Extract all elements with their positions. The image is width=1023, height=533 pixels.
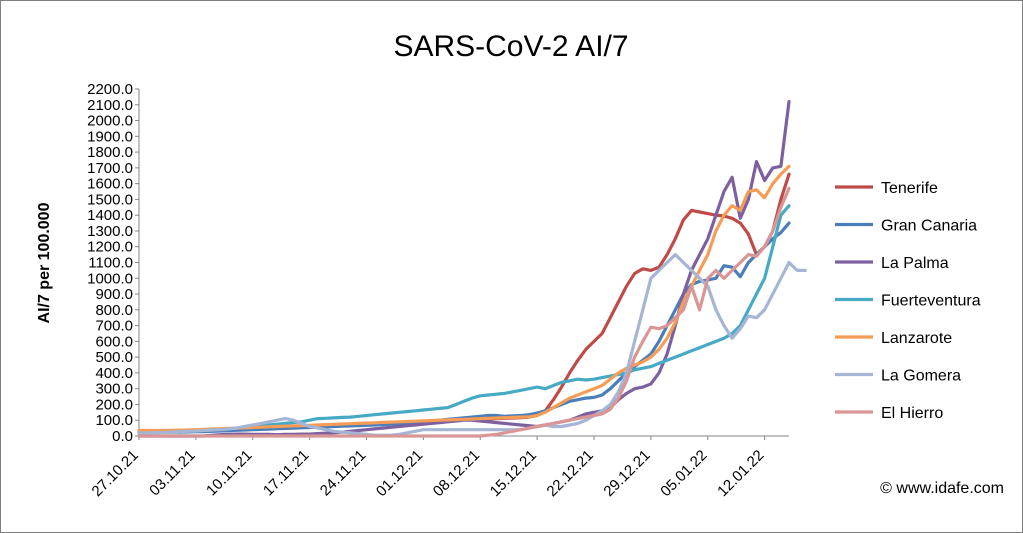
series-line-fuerteventura bbox=[137, 204, 791, 435]
copyright-text: © www.idafe.com bbox=[880, 480, 1004, 497]
axes bbox=[135, 88, 789, 440]
legend: Tenerife Gran Canaria La Palma Fuerteventur… bbox=[835, 180, 981, 422]
y-tick-label: 2000.0 bbox=[87, 113, 133, 130]
x-tick-label: 12.01.22 bbox=[714, 447, 767, 500]
y-tick-label: 1200.0 bbox=[87, 239, 133, 256]
y-tick-label: 0.0 bbox=[112, 428, 133, 445]
x-tick-label: 17.11.21 bbox=[260, 447, 313, 500]
series-lines bbox=[137, 99, 807, 438]
y-tick-label: 700.0 bbox=[95, 318, 133, 335]
y-tick-label: 400.0 bbox=[95, 365, 133, 382]
legend-label-gran-canaria: Gran Canaria bbox=[881, 218, 977, 235]
y-tick-label: 1500.0 bbox=[87, 191, 133, 208]
x-tick-labels: 27.10.21 03.11.21 10.11.21 17.11.21 24.11.21… bbox=[89, 447, 768, 500]
legend-label-la-gomera: La Gomera bbox=[881, 368, 961, 385]
x-tick-label: 03.11.21 bbox=[146, 447, 199, 500]
y-tick-label: 2200.0 bbox=[87, 81, 133, 98]
legend-label-la-palma: La Palma bbox=[881, 255, 949, 272]
y-tick-label: 2100.0 bbox=[87, 97, 133, 114]
y-tick-label: 200.0 bbox=[95, 396, 133, 413]
legend-label-el-hierro: El Hierro bbox=[881, 405, 943, 422]
legend-label-lanzarote: Lanzarote bbox=[881, 330, 952, 347]
series-line-lanzarote bbox=[137, 164, 791, 433]
y-tick-label: 900.0 bbox=[95, 286, 133, 303]
x-tick-label: 22.12.21 bbox=[544, 447, 597, 500]
y-tick-label: 1800.0 bbox=[87, 144, 133, 161]
y-tick-label: 800.0 bbox=[95, 302, 133, 319]
series-line-el-hierro bbox=[137, 186, 791, 438]
chart-title: SARS-CoV-2 AI/7 bbox=[393, 30, 628, 63]
x-tick-label: 01.12.21 bbox=[373, 447, 426, 500]
y-tick-label: 1100.0 bbox=[88, 255, 133, 272]
y-axis-label: AI/7 per 100.000 bbox=[36, 202, 53, 323]
y-tick-label: 500.0 bbox=[95, 349, 133, 366]
y-tick-labels: 0.0100.0200.0300.0400.0500.0600.0700.080… bbox=[87, 81, 133, 445]
y-tick-label: 1000.0 bbox=[87, 270, 133, 287]
x-tick-label: 05.01.22 bbox=[657, 447, 710, 500]
x-tick-label: 08.12.21 bbox=[430, 447, 483, 500]
legend-label-fuerteventura: Fuerteventura bbox=[881, 293, 981, 310]
legend-label-tenerife: Tenerife bbox=[881, 180, 938, 197]
y-tick-label: 1900.0 bbox=[87, 128, 133, 145]
x-tick-label: 29.12.21 bbox=[600, 447, 653, 500]
y-tick-label: 1300.0 bbox=[87, 223, 133, 240]
series-line-la-gomera bbox=[137, 253, 807, 437]
y-tick-label: 100.0 bbox=[95, 412, 133, 429]
y-tick-label: 600.0 bbox=[95, 333, 133, 350]
x-tick-label: 15.12.21 bbox=[487, 447, 540, 500]
y-tick-label: 300.0 bbox=[95, 381, 133, 398]
y-tick-label: 1600.0 bbox=[87, 176, 133, 193]
y-tick-label: 1700.0 bbox=[87, 160, 133, 177]
y-tick-label: 1400.0 bbox=[87, 207, 133, 224]
x-tick-label: 10.11.21 bbox=[203, 447, 256, 500]
series-line-tenerife bbox=[137, 172, 791, 433]
x-tick-label: 27.10.21 bbox=[89, 447, 142, 500]
x-tick-label: 24.11.21 bbox=[317, 447, 370, 500]
